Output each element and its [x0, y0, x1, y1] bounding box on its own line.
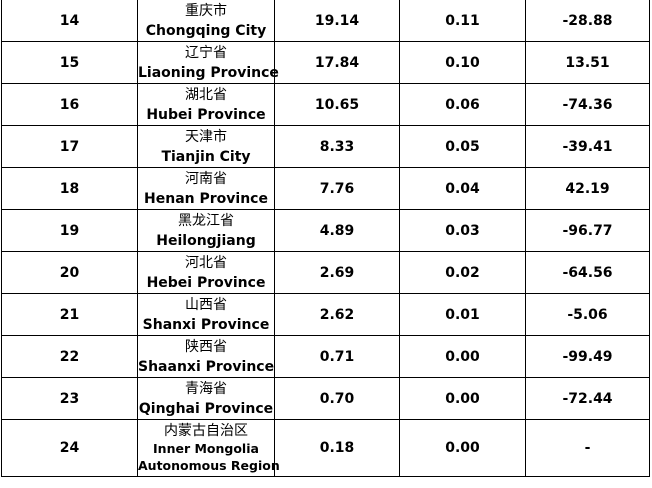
table-row: 14 重庆市 Chongqing City 19.14 0.11 -28.88 [1, 0, 650, 42]
region-name-zh: 黑龙江省 [178, 212, 234, 229]
table-row: 16 湖北省 Hubei Province 10.65 0.06 -74.36 [1, 83, 650, 126]
value-cell-3: -5.06 [525, 293, 650, 336]
value-cell-2: 0.04 [399, 167, 526, 210]
table-row: 23 青海省 Qinghai Province 0.70 0.00 -72.44 [1, 377, 650, 420]
value-cell-1: 2.62 [274, 293, 400, 336]
rank-cell: 18 [1, 167, 138, 210]
value-cell-2: 0.05 [399, 125, 526, 168]
rank-cell: 24 [1, 419, 138, 477]
value-cell-2: 0.00 [399, 377, 526, 420]
rank-cell: 14 [1, 0, 138, 42]
region-name-zh: 辽宁省 [185, 44, 227, 61]
rank-cell: 22 [1, 335, 138, 378]
value-cell-2: 0.02 [399, 251, 526, 294]
rank-cell: 23 [1, 377, 138, 420]
province-data-table: 14 重庆市 Chongqing City 19.14 0.11 -28.88 … [1, 0, 650, 477]
table-row: 24 内蒙古自治区 Inner Mongolia Autonomous Regi… [1, 419, 650, 477]
value-cell-3: -99.49 [525, 335, 650, 378]
region-name-en: Chongqing City [145, 22, 267, 39]
region-name-zh: 山西省 [185, 296, 227, 313]
region-cell: 天津市 Tianjin City [137, 125, 275, 168]
table-row: 17 天津市 Tianjin City 8.33 0.05 -39.41 [1, 125, 650, 168]
table-row: 21 山西省 Shanxi Province 2.62 0.01 -5.06 [1, 293, 650, 336]
table-row: 22 陕西省 Shaanxi Province 0.71 0.00 -99.49 [1, 335, 650, 378]
value-cell-1: 7.76 [274, 167, 400, 210]
rank-cell: 20 [1, 251, 138, 294]
region-name-en: Qinghai Province [138, 400, 274, 417]
value-cell-1: 0.18 [274, 419, 400, 477]
region-cell: 湖北省 Hubei Province [137, 83, 275, 126]
value-cell-1: 2.69 [274, 251, 400, 294]
value-cell-3: -28.88 [525, 0, 650, 42]
value-cell-1: 10.65 [274, 83, 400, 126]
value-cell-2: 0.03 [399, 209, 526, 252]
value-cell-3: - [525, 419, 650, 477]
value-cell-2: 0.06 [399, 83, 526, 126]
value-cell-2: 0.01 [399, 293, 526, 336]
region-name-zh: 河北省 [185, 254, 227, 271]
value-cell-1: 19.14 [274, 0, 400, 42]
table-row: 18 河南省 Henan Province 7.76 0.04 42.19 [1, 167, 650, 210]
region-name-zh: 青海省 [185, 380, 227, 397]
region-name-en: Hebei Province [146, 274, 266, 291]
value-cell-1: 4.89 [274, 209, 400, 252]
value-cell-3: 42.19 [525, 167, 650, 210]
value-cell-2: 0.11 [399, 0, 526, 42]
rank-cell: 16 [1, 83, 138, 126]
region-cell: 河北省 Hebei Province [137, 251, 275, 294]
region-cell: 山西省 Shanxi Province [137, 293, 275, 336]
value-cell-3: -96.77 [525, 209, 650, 252]
value-cell-3: -64.56 [525, 251, 650, 294]
value-cell-3: -72.44 [525, 377, 650, 420]
value-cell-1: 0.71 [274, 335, 400, 378]
value-cell-1: 8.33 [274, 125, 400, 168]
value-cell-2: 0.00 [399, 335, 526, 378]
value-cell-2: 0.00 [399, 419, 526, 477]
region-name-en-line-2: Autonomous Region [138, 457, 280, 473]
region-name-en: Inner Mongolia [153, 440, 259, 456]
region-name-zh: 天津市 [185, 128, 227, 145]
region-name-zh: 河南省 [185, 170, 227, 187]
region-name-zh: 重庆市 [185, 2, 227, 19]
rank-cell: 21 [1, 293, 138, 336]
region-cell: 青海省 Qinghai Province [137, 377, 275, 420]
region-name-en: Shaanxi Province [138, 358, 275, 375]
table-body: 14 重庆市 Chongqing City 19.14 0.11 -28.88 … [1, 0, 650, 477]
region-name-en: Hubei Province [146, 106, 266, 123]
region-cell: 河南省 Henan Province [137, 167, 275, 210]
region-name-zh: 陕西省 [185, 338, 227, 355]
rank-cell: 19 [1, 209, 138, 252]
value-cell-3: 13.51 [525, 41, 650, 84]
value-cell-1: 17.84 [274, 41, 400, 84]
rank-cell: 17 [1, 125, 138, 168]
region-cell: 辽宁省 Liaoning Province [137, 41, 279, 84]
region-cell: 内蒙古自治区 Inner Mongolia Autonomous Region [137, 419, 280, 477]
value-cell-1: 0.70 [274, 377, 400, 420]
region-cell: 黑龙江省 Heilongjiang [137, 209, 275, 252]
table-row: 19 黑龙江省 Heilongjiang 4.89 0.03 -96.77 [1, 209, 650, 252]
region-cell: 陕西省 Shaanxi Province [137, 335, 275, 378]
region-name-en: Shanxi Province [142, 316, 270, 333]
rank-cell: 15 [1, 41, 138, 84]
value-cell-3: -74.36 [525, 83, 650, 126]
region-name-zh: 湖北省 [185, 86, 227, 103]
region-name-zh: 内蒙古自治区 [164, 422, 248, 439]
table-row: 20 河北省 Hebei Province 2.69 0.02 -64.56 [1, 251, 650, 294]
region-name-en: Liaoning Province [138, 64, 279, 81]
value-cell-3: -39.41 [525, 125, 650, 168]
value-cell-2: 0.10 [399, 41, 526, 84]
region-cell: 重庆市 Chongqing City [137, 0, 275, 42]
region-name-en: Heilongjiang [156, 232, 256, 249]
region-name-en: Henan Province [144, 190, 268, 207]
table-row: 15 辽宁省 Liaoning Province 17.84 0.10 13.5… [1, 41, 650, 84]
region-name-en: Tianjin City [161, 148, 251, 165]
